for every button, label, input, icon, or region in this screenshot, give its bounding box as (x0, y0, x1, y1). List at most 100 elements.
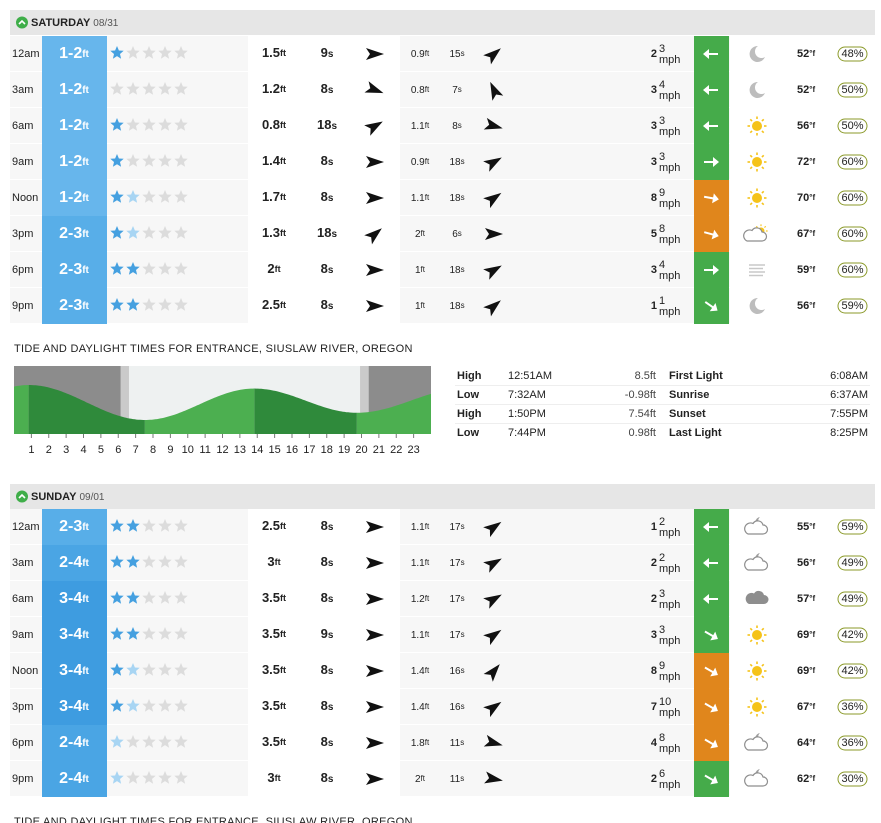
secondary-period: 17s (449, 630, 464, 641)
star (174, 663, 188, 676)
swell-arrow (364, 228, 382, 245)
secondary-height-part: ft (425, 121, 430, 130)
wind-arrow-head (709, 303, 718, 312)
surf-height-part: 2-3 (59, 297, 82, 314)
star (158, 771, 172, 784)
wind-gust: 2 (659, 552, 665, 564)
hour-label: 16 (286, 444, 298, 456)
secondary-period: 6s (452, 229, 462, 240)
star (174, 771, 188, 784)
star (174, 298, 188, 311)
hour-label: 21 (373, 444, 385, 456)
secondary-height: 1.8ft (411, 738, 430, 749)
surf-height-part: ft (82, 301, 89, 312)
star (174, 262, 188, 275)
secondary-height-part: 2 (415, 774, 421, 785)
swell-arrow (483, 629, 502, 646)
star (126, 627, 140, 640)
star (174, 591, 188, 604)
primary-height-part: 0.8 (262, 117, 280, 132)
primary-period: 18s (317, 225, 337, 240)
primary-period: 8s (321, 81, 334, 96)
wind-arrow (704, 702, 718, 713)
time: 6am (12, 593, 33, 605)
temperature: 69°f (797, 629, 815, 641)
star (110, 298, 124, 311)
weather-icon (747, 661, 767, 681)
secondary-period-part: 11 (450, 738, 461, 749)
primary-period: 8s (321, 770, 334, 785)
primary-height-part: ft (280, 701, 286, 711)
temperature: 72°f (797, 156, 815, 168)
star (142, 555, 156, 568)
weather-icon (749, 264, 765, 277)
surf-height-part: ft (82, 49, 89, 60)
sun-ray (764, 225, 767, 228)
wind-speed: 4 (651, 737, 658, 749)
humidity: 60% (841, 228, 863, 240)
humidity-pill (837, 82, 868, 98)
star (158, 591, 172, 604)
star (126, 663, 140, 676)
tide-height: 7.54ft (628, 408, 656, 420)
primary-height: 1.4ft (262, 153, 286, 168)
wind-unit: mph (659, 306, 680, 318)
surf-height-part: 1-2 (59, 153, 82, 170)
star (142, 519, 156, 532)
tide-area (254, 388, 357, 434)
humidity: 50% (841, 84, 863, 96)
humidity: 60% (841, 156, 863, 168)
secondary-height-part: ft (425, 558, 430, 567)
weather-icon (749, 297, 765, 314)
surf-height-part: ft (82, 774, 89, 785)
wind-gust: 4 (659, 79, 665, 91)
star (142, 771, 156, 784)
primary-period-part: s (328, 594, 334, 605)
secondary-height-part: ft (425, 702, 430, 711)
temperature: 57°f (797, 593, 815, 605)
wind-arrow (703, 594, 718, 604)
temperature-part: °f (809, 85, 815, 94)
sun-ray (749, 190, 753, 194)
star (142, 627, 156, 640)
time: 3pm (12, 228, 33, 240)
temperature-part: °f (809, 558, 815, 567)
primary-period-part: 8 (321, 770, 328, 785)
wind-unit: mph (659, 563, 680, 575)
temperature: 52°f (797, 84, 815, 96)
primary-period-part: s (328, 738, 334, 749)
wind-gust: 8 (659, 223, 665, 235)
swell-arrow (366, 629, 384, 641)
secondary-height-part: 0.8 (411, 85, 425, 96)
secondary-height: 1ft (415, 265, 426, 276)
humidity-pill (837, 735, 868, 751)
temperature-part: 62 (797, 773, 809, 785)
primary-height-part: 1.7 (262, 189, 280, 204)
swell-arrow (490, 81, 504, 101)
temperature-part: 56 (797, 557, 809, 569)
time: 3pm (12, 701, 33, 713)
swell-arrow (483, 192, 502, 209)
secondary-period-part: s (461, 193, 465, 202)
temperature-part: °f (809, 121, 815, 130)
wind-speed: 3 (651, 84, 657, 96)
secondary-period-part: 18 (449, 193, 461, 204)
primary-height-part: ft (280, 737, 286, 747)
weather-icon (749, 81, 765, 98)
secondary-period-part: 15 (449, 49, 461, 60)
primary-period: 18s (317, 117, 337, 132)
surf-box (42, 761, 107, 797)
star (126, 519, 140, 532)
primary-height: 0.8ft (262, 117, 286, 132)
primary-period-part: 8 (321, 81, 328, 96)
weather-icon (743, 224, 768, 242)
sun-ray (749, 118, 753, 122)
secondary-height-part: ft (421, 265, 426, 274)
temperature-part: 52 (797, 48, 809, 60)
secondary-height-part: 0.9 (411, 49, 425, 60)
wind-arrow-head (703, 558, 709, 568)
surf-height: 3-4ft (59, 626, 89, 643)
wind-arrow (704, 738, 718, 749)
primary-height: 3.5ft (262, 734, 286, 749)
sun-ray (761, 190, 765, 194)
